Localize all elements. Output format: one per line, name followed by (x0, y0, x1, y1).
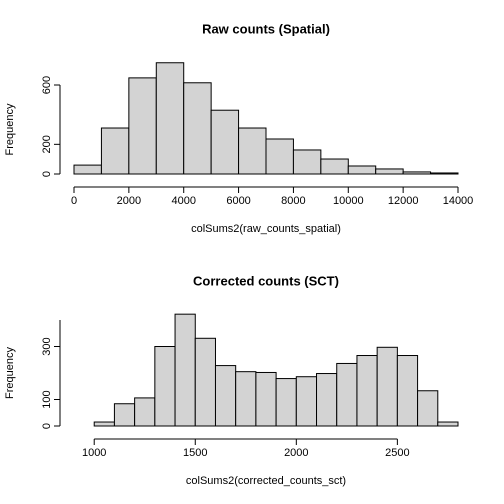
x-tick-label: 2000 (284, 447, 308, 459)
bar (417, 390, 439, 427)
chart-title: Raw counts (Spatial) (202, 21, 330, 36)
bar (402, 171, 432, 175)
bar (194, 337, 216, 427)
x-tick-label: 6000 (226, 195, 250, 207)
y-tick-label: 100 (41, 390, 53, 408)
bar (214, 365, 237, 427)
bar (134, 397, 156, 427)
x-axis-label: colSums2(raw_counts_spatial) (191, 223, 341, 235)
bar (238, 127, 267, 175)
chart-title: Corrected counts (SCT) (193, 273, 339, 288)
y-tick-label: 200 (41, 135, 53, 153)
x-tick-label: 10000 (333, 195, 364, 207)
x-tick-label: 14000 (443, 195, 474, 207)
bar (255, 371, 277, 427)
bar (292, 149, 322, 175)
bar (154, 346, 176, 427)
bar (73, 164, 102, 175)
bar (210, 109, 240, 175)
y-tick-label: 0 (41, 423, 53, 429)
bar (430, 172, 459, 175)
x-tick-label: 12000 (388, 195, 419, 207)
x-tick-label: 2000 (117, 195, 141, 207)
bar (336, 362, 358, 427)
x-tick-label: 8000 (281, 195, 305, 207)
y-tick-label: 300 (41, 337, 53, 355)
bar (113, 403, 136, 427)
bar (375, 168, 404, 175)
x-tick-label: 1000 (82, 447, 106, 459)
x-tick-label: 0 (71, 195, 77, 207)
y-axis-label: Frequency (4, 103, 16, 155)
bar (376, 346, 398, 427)
bar (93, 421, 115, 427)
bar (128, 77, 157, 175)
x-tick-label: 2500 (385, 447, 409, 459)
bar (183, 82, 212, 175)
bar (347, 165, 377, 175)
y-tick-label: 600 (41, 76, 53, 94)
bar (235, 371, 257, 427)
bar (437, 421, 459, 427)
bar (265, 138, 294, 175)
bar (320, 158, 349, 175)
bar (174, 313, 196, 427)
x-tick-label: 4000 (171, 195, 195, 207)
x-tick-label: 1500 (183, 447, 207, 459)
y-axis-label: Frequency (4, 347, 16, 399)
bar (155, 62, 185, 175)
bar (396, 355, 419, 427)
bar (100, 127, 130, 175)
y-tick-label: 0 (41, 171, 53, 177)
bar (275, 378, 297, 427)
bar (295, 376, 318, 427)
x-axis-label: colSums2(corrected_counts_sct) (186, 475, 346, 487)
bar (316, 373, 338, 427)
bar (356, 355, 378, 427)
